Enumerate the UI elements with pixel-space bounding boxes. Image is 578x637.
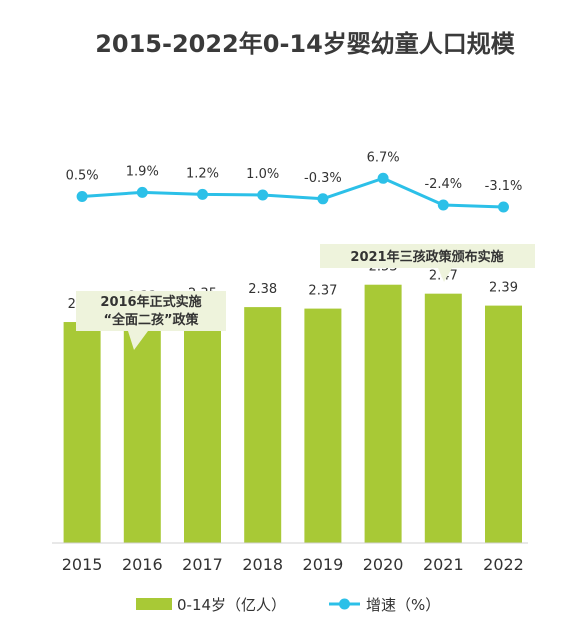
x-tick-2016: 2016: [122, 555, 163, 574]
legend-bar-swatch: [136, 598, 172, 610]
growth-label-2021: -2.4%: [424, 177, 462, 192]
x-tick-2021: 2021: [423, 555, 464, 574]
growth-label-2020: 6.7%: [367, 150, 400, 165]
growth-point-2022: [498, 201, 509, 213]
callout-2016-line-0: 2016年正式实施: [100, 294, 201, 310]
growth-line: [81, 176, 504, 209]
bar-label-2019: 2.37: [308, 284, 337, 299]
bar-2015: [63, 322, 101, 543]
growth-line-layer: 0.5% 1.9% 1.2% 1.0% -0.3% 6.7% -2.4% -3.1%: [66, 150, 523, 213]
bar-2016: [123, 314, 161, 543]
callout-2021-bubble: [320, 244, 535, 282]
bar-label-2022: 2.39: [489, 281, 518, 296]
bar-2018: [244, 307, 282, 543]
x-tick-2015: 2015: [62, 555, 103, 574]
legend-bar-label: 0-14岁（亿人）: [177, 596, 286, 614]
growth-label-2016: 1.9%: [126, 164, 159, 179]
bar-label-2018: 2.38: [248, 282, 277, 297]
bar-2019: [304, 308, 342, 543]
chart-title: 2015-2022年0-14岁婴幼童人口规模: [95, 30, 516, 58]
x-tick-2018: 2018: [242, 555, 283, 574]
growth-point-2015: [76, 190, 88, 202]
bar-2017: [184, 311, 221, 543]
legend: 0-14岁（亿人） 增速（%）: [136, 596, 440, 614]
bar-layer: 2.282.332.352.382.372.532.472.39: [63, 260, 522, 543]
growth-point-2017: [197, 188, 208, 200]
callout-2016-line-1: “全面二孩”政策: [103, 312, 199, 328]
bar-2020: [364, 284, 402, 543]
callout-2021-line-0: 2021年三孩政策颁布实施: [350, 249, 503, 265]
growth-point-2018: [257, 189, 269, 201]
growth-point-2019: [317, 193, 329, 205]
x-tick-2017: 2017: [182, 555, 223, 574]
growth-label-2019: -0.3%: [304, 171, 342, 186]
growth-label-2018: 1.0%: [246, 167, 279, 182]
callout-2016-bubble: [76, 291, 226, 350]
annotation-layer: 2016年正式实施 “全面二孩”政策 2021年三孩政策颁布实施: [76, 244, 535, 350]
growth-label-2015: 0.5%: [66, 168, 99, 183]
growth-label-2022: -3.1%: [485, 179, 523, 194]
growth-point-2020: [377, 172, 389, 184]
x-tick-2020: 2020: [363, 555, 404, 574]
x-tick-2022: 2022: [483, 555, 524, 574]
bar-2022: [485, 305, 522, 543]
growth-label-2017: 1.2%: [186, 166, 219, 181]
bar-2021: [424, 293, 462, 543]
x-tick-2019: 2019: [303, 555, 344, 574]
legend-line-label: 增速（%）: [366, 596, 440, 614]
growth-point-2016: [136, 186, 148, 198]
legend-line-marker: [339, 598, 350, 610]
x-tick-layer: 2015 2016 2017 2018 2019 2020 2021 2022: [62, 555, 524, 574]
growth-point-2021: [437, 199, 449, 211]
